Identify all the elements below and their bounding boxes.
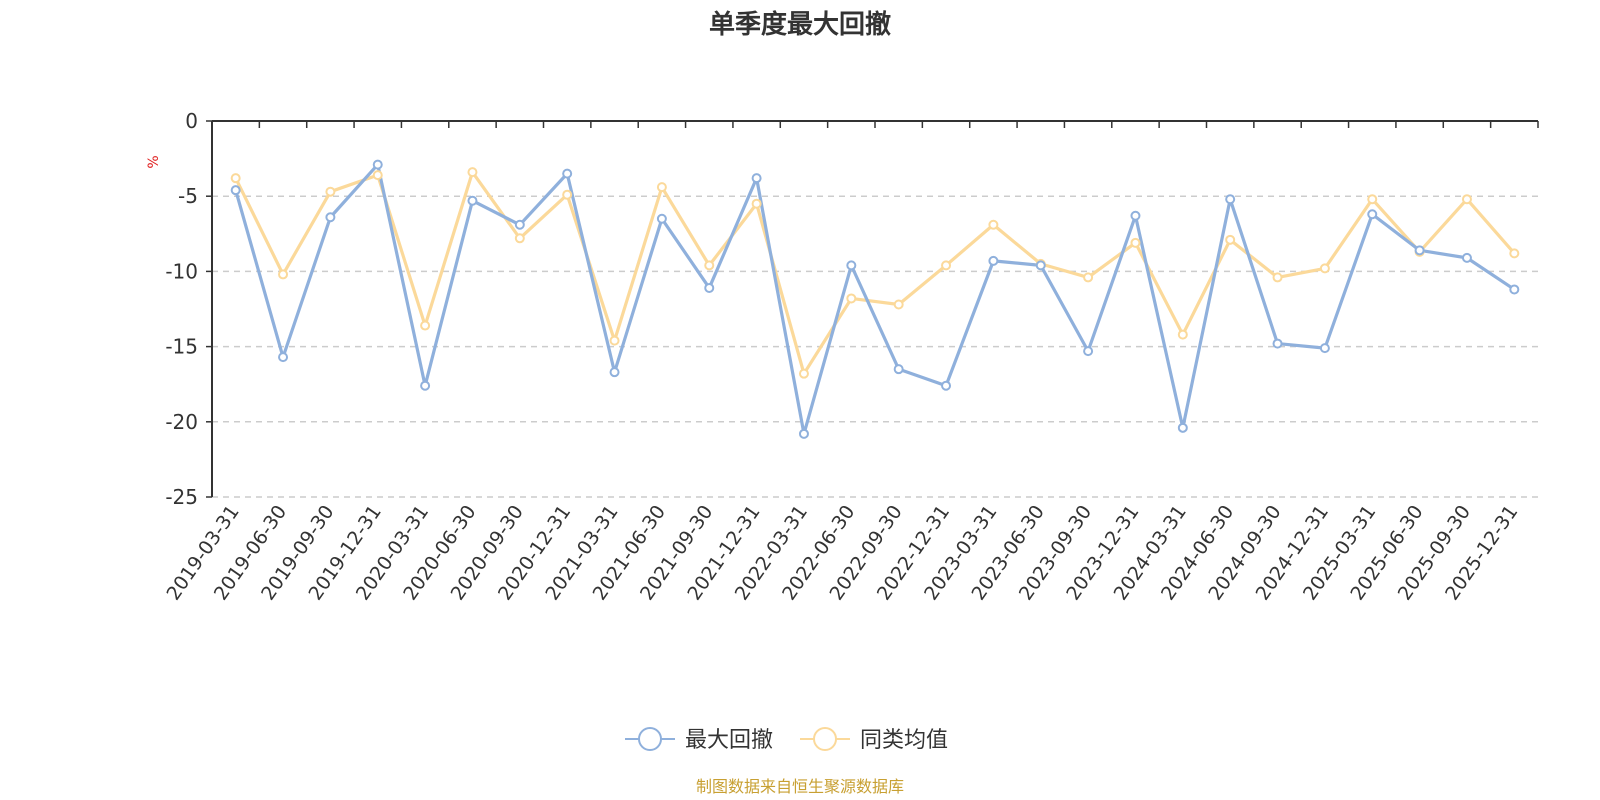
data-point [941,380,952,391]
legend: 最大回撤 同类均值 [625,727,948,753]
data-point [704,260,715,271]
data-point [1272,338,1283,349]
data-point [467,195,478,206]
data-point [704,282,715,293]
data-point [467,167,478,178]
data-point [1414,245,1425,256]
y-tick-label: -25 [165,485,198,509]
data-point [846,293,857,304]
data-point [656,182,667,193]
data-point [1319,343,1330,354]
x-tick-labels: 2019-03-312019-06-302019-09-302019-12-31… [162,501,1522,604]
y-tick-label: 0 [185,109,198,133]
data-point [278,352,289,363]
data-point [1225,234,1236,245]
data-point [798,428,809,439]
data-point [562,168,573,179]
data-point [751,198,762,209]
data-point [325,212,336,223]
data-point [1367,194,1378,205]
data-point [846,260,857,271]
data-point [325,186,336,197]
gridlines [212,195,1538,498]
series-line-max-drawdown [234,163,1516,436]
series-group [230,159,1520,439]
data-point [562,189,573,200]
data-point [988,255,999,266]
data-source-note: 制图数据来自恒生聚源数据库 [696,777,904,796]
axes [206,120,1539,498]
data-point [372,159,383,170]
data-point [1130,210,1141,221]
data-point [278,269,289,280]
data-point [1083,346,1094,357]
data-point [1461,252,1472,263]
data-point [514,233,525,244]
data-point [1225,194,1236,205]
y-tick-label: -15 [165,335,198,359]
data-point [893,299,904,310]
data-point [1177,329,1188,340]
legend-marker [813,727,837,751]
legend-marker [638,727,662,751]
data-point [941,260,952,271]
data-point [609,335,620,346]
data-point [609,367,620,378]
data-point [420,320,431,331]
data-point [1509,284,1520,295]
legend-label: 同类均值 [860,728,948,753]
data-point [1367,209,1378,220]
y-tick-label: -20 [165,410,198,434]
y-tick-label: -10 [165,259,198,283]
data-point [1272,272,1283,283]
y-tick-label: -5 [178,184,198,208]
legend-label: 最大回撤 [685,728,773,753]
data-point [1177,422,1188,433]
data-point [372,170,383,181]
data-point [798,368,809,379]
data-point [751,173,762,184]
data-point [1509,248,1520,259]
y-axis-unit: % [146,155,162,168]
data-point [420,380,431,391]
chart-title: 单季度最大回撤 [709,9,891,40]
data-point [1035,260,1046,271]
data-point [893,364,904,375]
data-point [230,173,241,184]
series-line-peer-average [234,170,1516,376]
data-point [988,219,999,230]
y-tick-labels: 0 -5 -10 -15 -20 -25 [165,109,198,509]
data-point [1461,194,1472,205]
data-point [1130,237,1141,248]
data-point [1319,263,1330,274]
data-point [514,219,525,230]
data-point [1083,272,1094,283]
data-point [656,213,667,224]
data-point [230,185,241,196]
